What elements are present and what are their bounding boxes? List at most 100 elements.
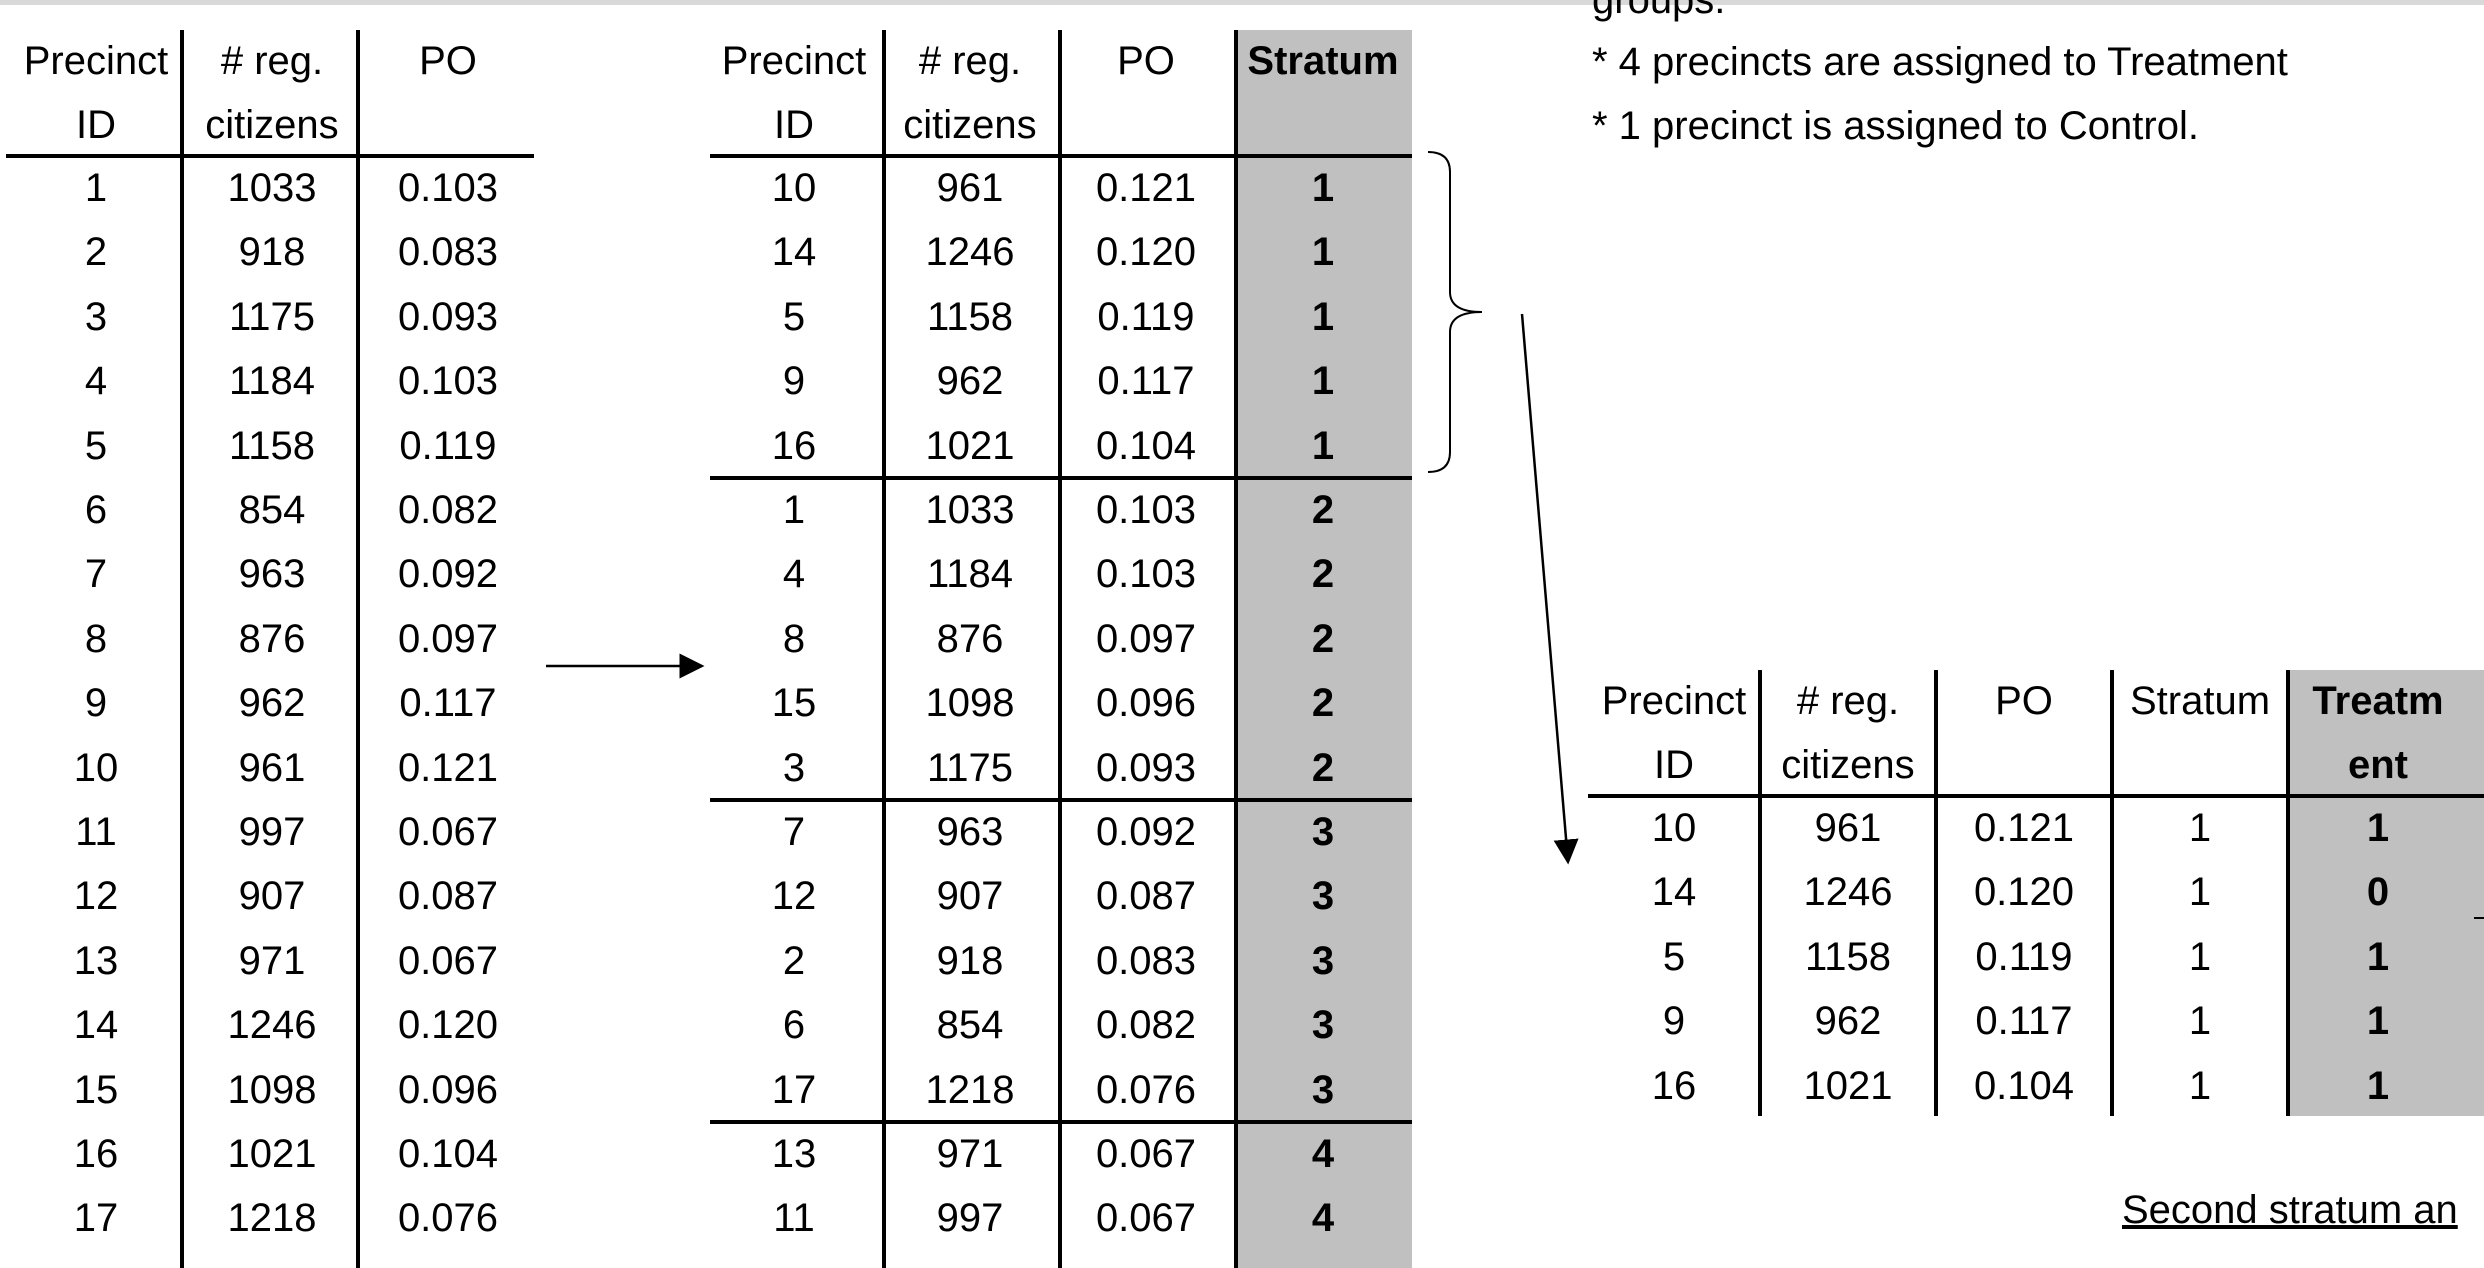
table-row: 9 962 0.117 — [0, 671, 540, 735]
stratum-cell: 4 — [1311, 1196, 1335, 1241]
precinct-id-cell: 17 — [771, 1067, 817, 1112]
reg-citizens-cell: 1218 — [925, 1067, 1015, 1112]
po-cell: 0.104 — [1973, 1063, 2075, 1108]
po-cell: 0.119 — [399, 423, 497, 468]
po-header: PO — [419, 39, 477, 83]
precinct-id-cell: 6 — [782, 1003, 806, 1048]
table-row: 8 876 0.097 — [0, 607, 540, 671]
precinct-id-cell: 5 — [84, 423, 108, 468]
reg-citizens-cell: 963 — [936, 810, 1004, 854]
reg-citizens-cell: 1098 — [227, 1067, 317, 1112]
table-row: 16 1021 0.104 1 — [706, 414, 1412, 478]
reg-citizens-cell: 1158 — [926, 294, 1013, 339]
treatment-cell: 0 — [2366, 870, 2390, 915]
stratum-cell: 1 — [1311, 423, 1335, 468]
po-cell: 0.092 — [397, 552, 499, 597]
po-header: PO — [1117, 39, 1175, 83]
original-table-header-row-1: Precinct # reg. PO — [0, 30, 540, 94]
precinct-id-cell: 7 — [84, 552, 108, 597]
table-row: 10 961 0.121 — [0, 736, 540, 800]
table-row: 16 1021 0.104 1 1 — [1588, 1054, 2484, 1118]
po-cell: 0.120 — [1095, 230, 1197, 275]
stratum-cell: 1 — [1311, 294, 1335, 339]
treatment-table-header-row-2: ID citizens ent — [1588, 734, 2484, 798]
treatment-cell: 1 — [2366, 1063, 2390, 1108]
po-cell: 0.093 — [397, 294, 499, 339]
precinct-id-cell: 9 — [84, 681, 108, 726]
po-cell: 0.120 — [1973, 870, 2075, 915]
reg-citizens-cell: 854 — [936, 1003, 1004, 1048]
table-row: 13 971 0.067 — [0, 929, 540, 993]
precinct-id-cell: 4 — [84, 359, 108, 404]
po-cell: 0.067 — [397, 810, 499, 854]
po-cell: 0.083 — [397, 230, 499, 275]
precinct-id-header: Precinct — [23, 39, 169, 83]
reg-citizens-cell: 1246 — [227, 1003, 317, 1048]
po-cell: 0.067 — [397, 938, 499, 983]
treatment-assignment-table: Precinct # reg. PO Stratum Treatm ID cit… — [1588, 670, 2484, 1116]
po-cell: 0.103 — [397, 166, 499, 210]
po-cell: 0.082 — [1095, 1003, 1197, 1048]
precinct-id-header-line2: ID — [774, 103, 814, 147]
header-divider — [1588, 794, 2484, 798]
column-divider — [1058, 30, 1062, 1268]
precinct-id-cell: 10 — [73, 745, 119, 790]
stratum-cell: 1 — [2188, 999, 2212, 1044]
precinct-id-cell: 12 — [73, 874, 119, 919]
precinct-id-cell: 10 — [1651, 806, 1697, 850]
stratum-cell: 1 — [1311, 166, 1335, 210]
stratified-table-header-row-1: Precinct # reg. PO Stratum — [706, 30, 1412, 94]
stratified-table-header-row-2: ID citizens — [706, 94, 1412, 158]
column-divider — [882, 30, 886, 1268]
treatment-column-shade — [2288, 670, 2484, 1116]
reg-citizens-header-line2: citizens — [205, 103, 339, 147]
po-cell: 0.121 — [397, 745, 499, 790]
precinct-id-cell: 14 — [73, 1003, 119, 1048]
po-cell: 0.082 — [397, 488, 499, 532]
precinct-id-cell: 16 — [73, 1132, 119, 1176]
stratum-cell: 2 — [1311, 552, 1335, 597]
precinct-id-header-line2: ID — [1654, 743, 1694, 787]
stratum-cell: 1 — [1311, 230, 1335, 275]
table-row: 12 907 0.087 — [0, 864, 540, 928]
po-cell: 0.119 — [1097, 294, 1195, 339]
stratum-cell: 3 — [1311, 1067, 1335, 1112]
reg-citizens-cell: 1175 — [228, 294, 315, 339]
precinct-id-cell: 9 — [782, 359, 806, 404]
table-row: 7 963 0.092 — [0, 542, 540, 606]
stratum-cell: 3 — [1311, 810, 1335, 854]
table-row: 1 1033 0.103 2 — [706, 478, 1412, 542]
precinct-id-cell: 6 — [84, 488, 108, 532]
reg-citizens-cell: 1021 — [227, 1132, 317, 1176]
table-row: 3 1175 0.093 2 — [706, 736, 1412, 800]
reg-citizens-cell: 876 — [238, 616, 306, 661]
reg-citizens-cell: 962 — [936, 359, 1004, 404]
table-row: 15 1098 0.096 2 — [706, 671, 1412, 735]
po-header: PO — [1995, 679, 2053, 723]
header-divider — [6, 154, 534, 158]
reg-citizens-cell: 1184 — [228, 359, 315, 404]
po-cell: 0.103 — [1095, 488, 1197, 532]
precinct-id-header-line2: ID — [76, 103, 116, 147]
po-cell: 0.104 — [397, 1132, 499, 1176]
po-cell: 0.121 — [1095, 166, 1197, 210]
treatment-cell: 1 — [2366, 999, 2390, 1044]
treatment-cell: 1 — [2366, 934, 2390, 979]
po-cell: 0.092 — [1095, 810, 1197, 854]
treatment-header: Treatm — [2312, 679, 2444, 723]
reg-citizens-cell: 961 — [238, 745, 306, 790]
reg-citizens-cell: 1218 — [227, 1196, 317, 1241]
table-row: 6 854 0.082 3 — [706, 993, 1412, 1057]
precinct-id-cell: 5 — [782, 294, 806, 339]
precinct-id-cell: 10 — [771, 166, 817, 210]
precinct-id-cell: 16 — [1651, 1063, 1697, 1108]
table-row: 10 961 0.121 1 1 — [1588, 796, 2484, 860]
po-cell: 0.076 — [397, 1196, 499, 1241]
stratum-cell: 1 — [2188, 870, 2212, 915]
po-cell: 0.119 — [1975, 934, 2073, 979]
table-row: 7 963 0.092 3 — [706, 800, 1412, 864]
po-cell: 0.067 — [1095, 1132, 1197, 1176]
po-cell: 0.121 — [1973, 806, 2075, 850]
reg-citizens-header: # reg. — [918, 39, 1022, 83]
